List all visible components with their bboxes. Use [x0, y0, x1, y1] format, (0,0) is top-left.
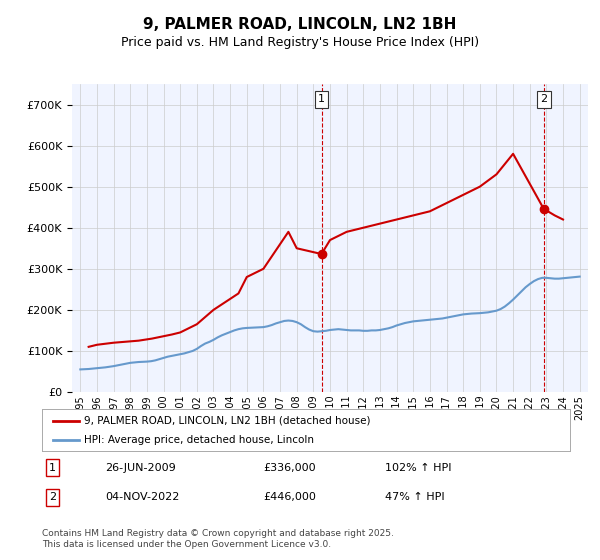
Text: £336,000: £336,000: [264, 463, 316, 473]
Text: 102% ↑ HPI: 102% ↑ HPI: [385, 463, 452, 473]
Text: Contains HM Land Registry data © Crown copyright and database right 2025.
This d: Contains HM Land Registry data © Crown c…: [42, 529, 394, 549]
Text: 2: 2: [540, 95, 547, 104]
Text: 1: 1: [318, 95, 325, 104]
Text: £446,000: £446,000: [264, 492, 317, 502]
Text: 47% ↑ HPI: 47% ↑ HPI: [385, 492, 445, 502]
Text: 9, PALMER ROAD, LINCOLN, LN2 1BH: 9, PALMER ROAD, LINCOLN, LN2 1BH: [143, 17, 457, 32]
Text: 1: 1: [49, 463, 56, 473]
Text: HPI: Average price, detached house, Lincoln: HPI: Average price, detached house, Linc…: [84, 435, 314, 445]
Text: 9, PALMER ROAD, LINCOLN, LN2 1BH (detached house): 9, PALMER ROAD, LINCOLN, LN2 1BH (detach…: [84, 416, 371, 426]
Text: 26-JUN-2009: 26-JUN-2009: [106, 463, 176, 473]
Text: 04-NOV-2022: 04-NOV-2022: [106, 492, 180, 502]
Text: Price paid vs. HM Land Registry's House Price Index (HPI): Price paid vs. HM Land Registry's House …: [121, 36, 479, 49]
Text: 2: 2: [49, 492, 56, 502]
